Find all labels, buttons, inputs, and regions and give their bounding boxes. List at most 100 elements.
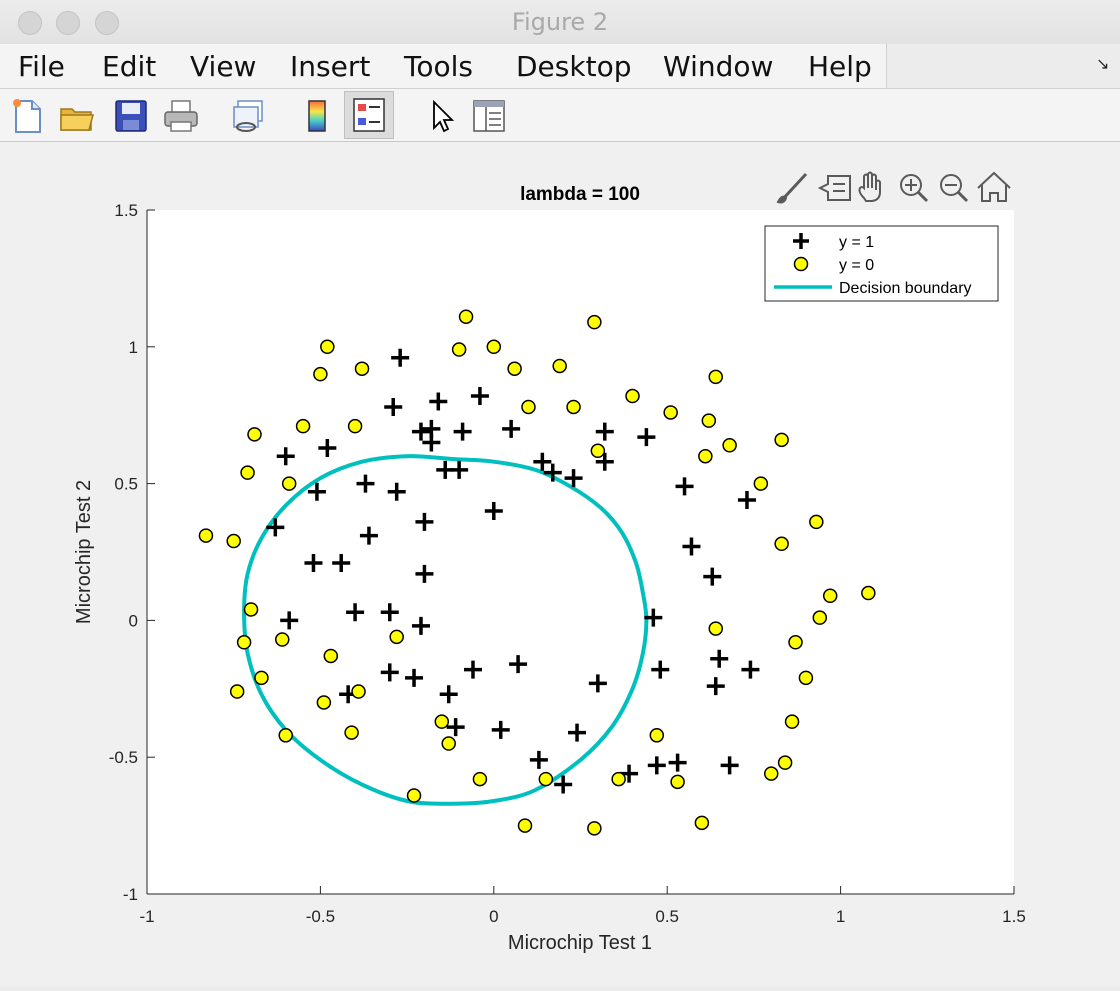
positive-point xyxy=(703,567,722,586)
positive-point xyxy=(318,439,337,458)
axis-ticks: -1 -0.5 0 0.5 1 1.5 -1 -0.5 0 0.5 1 1.5 xyxy=(109,201,1026,926)
menu-edit[interactable]: Edit xyxy=(102,50,157,83)
negative-point xyxy=(784,714,800,729)
positive-point xyxy=(411,422,430,441)
x-tick-label: -1 xyxy=(139,907,154,926)
negative-point xyxy=(861,585,876,601)
new-figure-icon[interactable] xyxy=(8,97,46,135)
save-icon[interactable] xyxy=(112,97,150,135)
x-tick-label: 0.5 xyxy=(655,907,679,926)
link-plot-icon[interactable] xyxy=(230,97,268,135)
zoom-in-icon[interactable] xyxy=(900,174,929,203)
positive-point xyxy=(453,422,472,441)
negative-point xyxy=(316,695,332,710)
negative-point xyxy=(625,388,640,404)
menu-help[interactable]: Help xyxy=(808,50,872,83)
print-icon[interactable] xyxy=(162,97,200,135)
pan-icon[interactable] xyxy=(858,171,881,202)
negative-point xyxy=(344,725,359,740)
positive-point xyxy=(356,474,375,493)
positive-point xyxy=(422,433,441,452)
maximize-window-button[interactable] xyxy=(95,11,119,35)
axes-background[interactable] xyxy=(147,210,1014,894)
decision-boundary-layer xyxy=(242,454,649,806)
positive-point xyxy=(484,501,503,520)
menu-window[interactable]: Window xyxy=(663,50,774,83)
negative-point xyxy=(701,413,717,428)
positive-point xyxy=(509,655,528,674)
brush-icon[interactable] xyxy=(776,172,808,204)
menu-insert[interactable]: Insert xyxy=(290,50,371,83)
figure-canvas: -1 -0.5 0 0.5 1 1.5 -1 -0.5 0 0.5 1 1.5 lambda = 10… xyxy=(0,142,1120,986)
positive-point xyxy=(359,526,378,545)
x-tick-label: 0 xyxy=(489,907,498,926)
menu-desktop[interactable]: Desktop xyxy=(516,50,632,83)
positive-point xyxy=(595,422,614,441)
negative-point xyxy=(809,514,824,530)
positive-point xyxy=(637,428,656,447)
data-tip-icon[interactable] xyxy=(817,175,851,201)
title-bar: Figure 2 xyxy=(0,0,1120,44)
close-window-button[interactable] xyxy=(18,11,42,35)
negative-point xyxy=(774,432,789,448)
negative-point xyxy=(812,610,828,625)
positive-point xyxy=(280,611,299,630)
positive-point xyxy=(682,537,701,556)
menu-view[interactable]: View xyxy=(190,50,257,83)
home-icon[interactable] xyxy=(977,171,1011,202)
positive-point xyxy=(706,677,725,696)
y-axis-label: Microchip Test 2 xyxy=(73,480,95,624)
negative-point xyxy=(670,774,685,790)
positive-point xyxy=(533,452,552,471)
negative-point xyxy=(354,361,370,376)
positive-point xyxy=(647,756,666,775)
positive-point xyxy=(644,608,663,627)
dock-arrow-icon[interactable]: ↘ xyxy=(1096,56,1110,73)
positive-point xyxy=(380,603,399,622)
zoom-out-icon[interactable] xyxy=(940,174,969,203)
negative-point xyxy=(347,418,363,434)
legend-label-negative: y = 0 xyxy=(839,257,874,274)
negative-point xyxy=(434,714,450,729)
menu-tools[interactable]: Tools xyxy=(404,50,473,83)
positive-point xyxy=(346,603,365,622)
x-tick-label: -0.5 xyxy=(306,907,335,926)
colorbar-icon[interactable] xyxy=(298,97,336,135)
y-tick-label: 0 xyxy=(129,611,138,630)
legend-icon[interactable] xyxy=(344,91,394,139)
negative-point xyxy=(313,366,328,382)
positive-point xyxy=(415,564,434,583)
negative-point xyxy=(822,588,838,604)
menu-file[interactable]: File xyxy=(18,50,65,83)
positive-point xyxy=(463,660,482,679)
positive-point xyxy=(405,668,424,687)
negative-point xyxy=(243,602,259,617)
positive-point xyxy=(568,723,587,742)
negative-point xyxy=(753,476,769,491)
positive-point xyxy=(720,756,739,775)
minimize-window-button[interactable] xyxy=(56,11,80,35)
pointer-icon[interactable] xyxy=(422,97,460,135)
negative-point xyxy=(590,443,606,459)
negative-point xyxy=(351,684,366,699)
property-inspector-icon[interactable] xyxy=(470,97,508,135)
positive-point xyxy=(543,463,562,482)
open-file-icon[interactable] xyxy=(58,97,96,135)
negative-point xyxy=(472,771,488,787)
negative-point xyxy=(788,635,803,650)
positive-point xyxy=(502,419,521,438)
positive-point xyxy=(668,753,687,772)
positive-point xyxy=(529,750,548,769)
negative-point xyxy=(320,339,335,355)
negative-point xyxy=(649,728,665,743)
legend[interactable]: y = 1 y = 0 Decision boundary xyxy=(764,225,999,302)
negative-point xyxy=(226,533,241,549)
y-tick-label: -0.5 xyxy=(109,748,138,767)
negative-point xyxy=(295,418,311,434)
negative-point xyxy=(247,427,262,442)
chart-svg: -1 -0.5 0 0.5 1 1.5 -1 -0.5 0 0.5 1 1.5 lambda = 10… xyxy=(73,171,1026,954)
y-tick-label: -1 xyxy=(123,885,138,904)
negative-point xyxy=(323,648,339,664)
negative-point xyxy=(708,369,724,385)
